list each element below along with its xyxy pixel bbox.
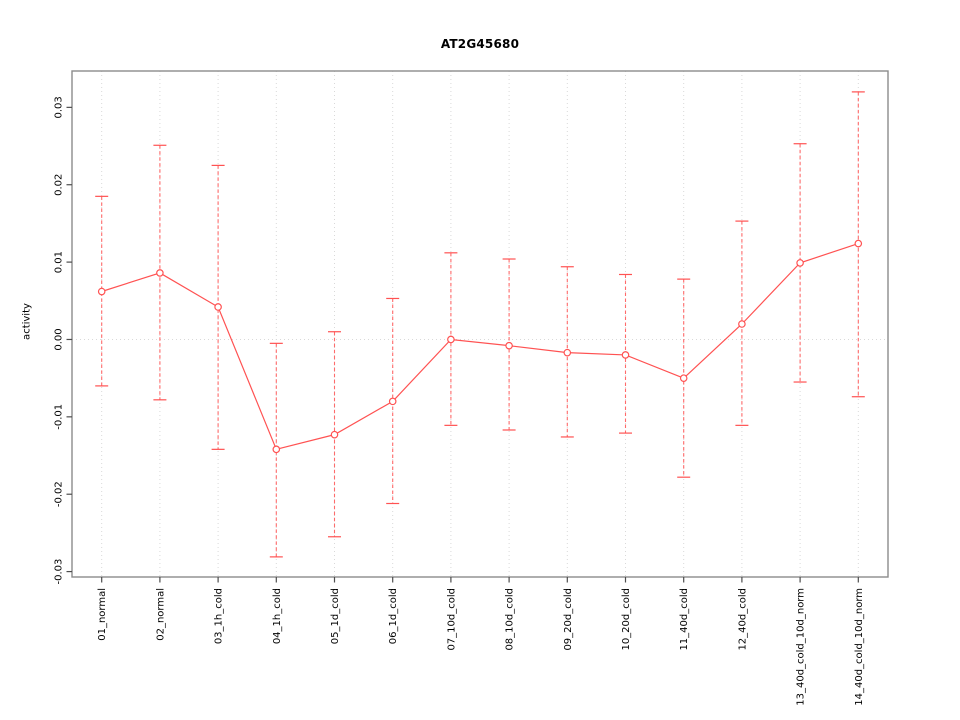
y-tick-label: 0.01 [54,251,65,273]
y-tick-label: -0.02 [54,481,65,507]
data-point [738,320,746,328]
plot-box [71,70,889,578]
data-point [854,239,863,248]
x-tick-label: 13_40d_cold_10d_norm [796,588,807,706]
data-point [388,397,397,406]
y-tick-label: -0.01 [54,404,65,430]
y-tick-label: 0.02 [54,174,65,196]
x-tick-label: 01_normal [97,588,108,641]
data-point [447,335,455,344]
data-point [796,259,804,267]
data-point [505,341,513,350]
x-tick-label: 02_normal [155,588,166,641]
series-line [101,242,859,451]
chart-title: AT2G45680 [440,37,520,51]
data-point [330,430,339,439]
x-tick-label: 10_20d_cold [621,588,632,651]
data-point [621,351,630,359]
data-point [679,374,688,382]
x-tick-label: 11_40d_cold [679,588,690,651]
data-point [97,287,106,296]
data-point [272,445,281,454]
data-point [214,303,222,311]
x-tick-label: 07_10d_cold [446,588,457,651]
x-tick-label: 14_40d_cold_10d_norm [854,588,865,706]
x-tick-label: 03_1h_cold [214,588,225,644]
y-tick-label: 0.03 [54,96,65,118]
x-tick-label: 09_20d_cold [563,588,574,651]
x-tick-label: 12_40d_cold [737,588,748,651]
x-tick-label: 06_1d_cold [388,588,399,644]
y-tick-label: 0.00 [54,328,65,350]
x-tick-label: 05_1d_cold [330,588,341,644]
data-point [156,269,164,277]
y-tick-label: -0.03 [54,559,65,585]
x-tick-label: 04_1h_cold [272,588,283,644]
data-point [563,348,572,357]
x-tick-label: 08_10d_cold [505,588,516,651]
